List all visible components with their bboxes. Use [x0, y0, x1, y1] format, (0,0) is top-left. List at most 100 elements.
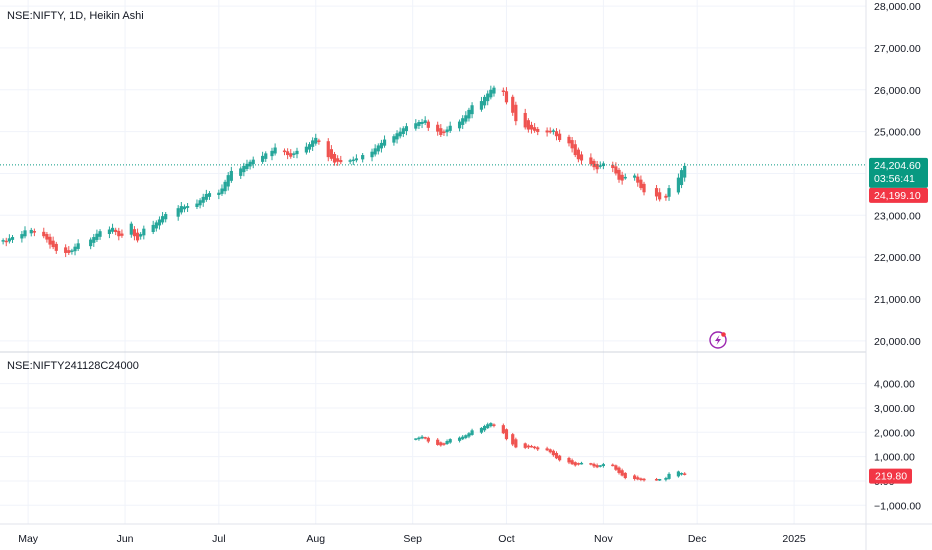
option-candle-body — [448, 439, 452, 443]
nifty-candle-body — [185, 206, 190, 208]
nifty-candle-body — [54, 243, 58, 251]
nifty-candle-body — [504, 91, 509, 103]
option-candle-body — [667, 473, 671, 479]
nifty-candle-body — [245, 163, 249, 170]
option-candle-body — [545, 448, 549, 451]
nifty-candle-body — [551, 130, 555, 132]
option-candle-body — [683, 473, 687, 475]
nifty-candle-body — [492, 87, 496, 94]
option-candle-body — [489, 423, 493, 427]
nifty-candle-body — [479, 101, 484, 110]
nifty-candle-body — [554, 131, 559, 137]
option-candle-body — [533, 446, 537, 449]
xtick-label: Sep — [403, 533, 422, 545]
nifty-candle-body — [89, 239, 93, 247]
nifty-candle-body — [110, 227, 115, 232]
nifty-candle-body — [226, 175, 230, 187]
nifty-candle-body — [573, 144, 577, 156]
option-candle-body — [439, 442, 443, 446]
nifty-candle-body — [426, 121, 430, 128]
nifty-ytick-label: 21,000.00 — [874, 294, 921, 306]
nifty-candle-body — [229, 170, 233, 181]
nifty-candle-body — [642, 183, 646, 193]
option-candle-body — [636, 477, 640, 480]
nifty-candle-body — [332, 153, 337, 163]
option-candle-body — [479, 427, 484, 433]
nifty-candle-body — [445, 129, 449, 133]
nifty-candle-body — [20, 234, 24, 239]
nifty-candle-body — [76, 243, 80, 249]
nifty-candle-body — [595, 164, 599, 170]
nifty-candle-body — [139, 234, 143, 237]
nifty-candle-body — [217, 192, 221, 196]
nifty-candle-body — [311, 140, 315, 147]
nifty-candle-body — [558, 133, 562, 140]
nifty-candle-body — [548, 130, 552, 133]
nifty-candle-body — [314, 137, 318, 144]
nifty-candle-body — [523, 112, 527, 128]
option-candle-body — [570, 460, 574, 465]
nifty-candle-body — [361, 155, 365, 160]
nifty-candle-body — [117, 230, 121, 237]
nifty-candle-body — [264, 153, 268, 159]
nifty-candle-body — [442, 131, 446, 133]
option-candle-body — [573, 462, 577, 466]
nifty-candle-body — [248, 161, 252, 167]
nifty-candle-body — [7, 238, 11, 242]
nifty-ytick-label: 27,000.00 — [874, 43, 921, 55]
nifty-candle-body — [570, 140, 574, 149]
nifty-candle-body — [239, 168, 243, 176]
option-candle-body — [679, 473, 684, 475]
nifty-candle-body — [354, 158, 359, 161]
nifty-candle-body — [114, 229, 118, 233]
nifty-candle-body — [526, 120, 530, 130]
option-candle-body — [654, 479, 659, 481]
nifty-candle-body — [204, 193, 208, 200]
xtick-label: Nov — [594, 533, 613, 545]
nifty-candle-body — [29, 229, 33, 234]
nifty-candle-body — [436, 124, 440, 132]
nifty-candle-body — [273, 147, 277, 154]
nifty-candle-body — [457, 121, 462, 129]
nifty-candle-body — [251, 159, 255, 165]
option-candle-body — [457, 437, 462, 441]
time-axis[interactable]: May Jun Jul Aug Sep Oct Nov Dec 2025 — [18, 533, 806, 545]
nifty-candle-body — [164, 214, 168, 220]
nifty-candle-body — [92, 237, 96, 243]
option-ytick-label: 2,000.00 — [874, 427, 915, 439]
nifty-candle-body — [129, 223, 133, 235]
nifty-candle-body — [414, 123, 418, 129]
nifty-candle-body — [398, 131, 402, 137]
nifty-candle-body — [467, 109, 471, 119]
nifty-candle-body — [307, 144, 312, 150]
nifty-candle-body — [286, 151, 290, 156]
option-candle-body — [504, 429, 509, 440]
option-candle-body — [467, 433, 471, 437]
option-candle-body — [526, 445, 530, 448]
nifty-candle-body — [32, 231, 36, 233]
nifty-candle-body — [404, 126, 409, 132]
option-price-badge: 219.80 — [869, 468, 912, 484]
option-candle-body — [620, 470, 624, 476]
nifty-candle-body — [639, 179, 643, 189]
nifty-candle-body — [45, 234, 49, 240]
nifty-candle-body — [157, 219, 162, 226]
option-candle-body — [461, 436, 465, 440]
lightning-bolt-icon[interactable] — [709, 331, 727, 349]
nifty-candle-body — [4, 240, 8, 243]
nifty-ytick-label: 23,000.00 — [874, 210, 921, 222]
option-candle-body — [595, 465, 599, 468]
nifty-candle-body — [73, 246, 77, 252]
nifty-candle-body — [683, 165, 687, 178]
countdown-label: 03:56:41 — [874, 173, 915, 185]
nifty-candle-body — [201, 196, 205, 203]
option-candle-body — [523, 443, 527, 448]
nifty-candle-body — [48, 236, 52, 245]
prev-price-label: 24,199.10 — [874, 190, 921, 202]
nifty-candle-body — [261, 155, 265, 162]
nifty-candle-body — [317, 140, 321, 142]
option-candle-body — [676, 471, 681, 477]
option-price-axis[interactable]: 4,000.003,000.002,000.001,000.000.00−1,0… — [874, 379, 921, 513]
option-candle-body — [558, 455, 562, 461]
nifty-candle-body — [423, 120, 427, 123]
